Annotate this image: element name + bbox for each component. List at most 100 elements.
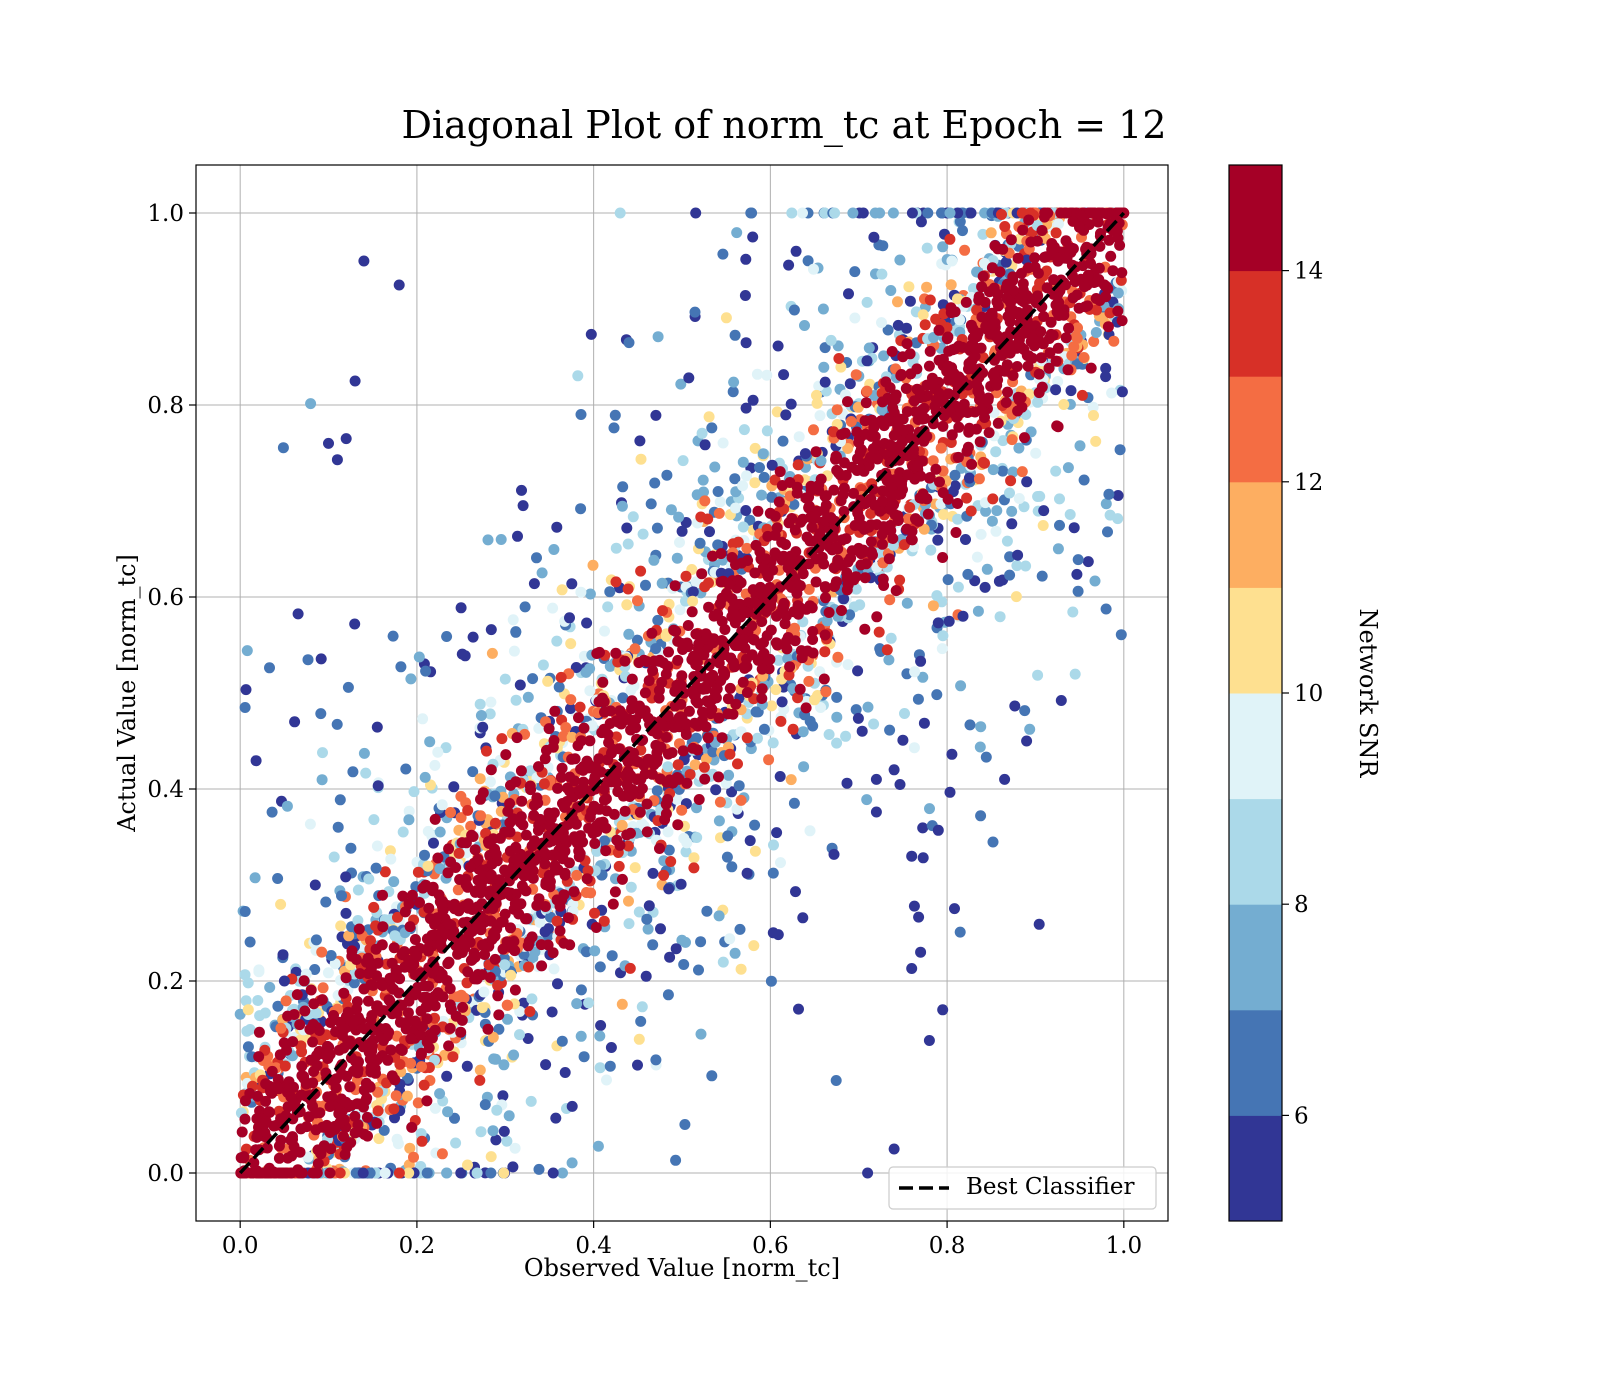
scatter-point-1007 — [465, 820, 477, 832]
scatter-point-2175 — [842, 659, 854, 671]
scatter-point-2576 — [763, 754, 775, 766]
scatter-point-2389 — [996, 209, 1007, 220]
scatter-point-1820 — [840, 730, 852, 742]
scatter-point-2228 — [629, 643, 641, 655]
scatter-point-4168 — [965, 319, 977, 331]
scatter-point-2834 — [831, 404, 843, 416]
scatter-point-3839 — [394, 1016, 406, 1028]
scatter-point-662 — [675, 378, 687, 390]
scatter-point-1979 — [793, 1003, 804, 1015]
scatter-point-3475 — [937, 420, 949, 432]
scatter-point-3960 — [472, 901, 484, 913]
scatter-point-4197 — [983, 427, 995, 439]
scatter-point-1345 — [441, 1070, 453, 1082]
scatter-point-1853 — [1071, 568, 1083, 580]
scatter-point-1977 — [683, 372, 695, 384]
scatter-point-214 — [844, 609, 856, 621]
scatter-point-989 — [1006, 518, 1018, 530]
scatter-point-2155 — [861, 355, 873, 367]
scatter-point-67 — [731, 803, 743, 815]
scatter-point-1849 — [627, 511, 639, 523]
scatter-point-4 — [786, 207, 798, 219]
scatter-point-4216 — [476, 939, 488, 951]
scatter-point-4498 — [974, 436, 986, 448]
scatter-point-4120 — [906, 432, 918, 444]
scatter-point-1884 — [403, 805, 415, 817]
scatter-point-2542 — [935, 442, 947, 454]
scatter-point-1372 — [557, 730, 569, 742]
scatter-point-4091 — [877, 396, 888, 408]
scatter-point-15 — [697, 474, 709, 486]
colorbar-tick-label-2: 10 — [1294, 681, 1323, 707]
scatter-point-4109 — [865, 536, 877, 548]
scatter-point-285 — [348, 977, 360, 989]
scatter-point-1877 — [688, 852, 700, 864]
scatter-point-3825 — [866, 546, 877, 558]
colorbar — [1229, 165, 1282, 1222]
scatter-point-1379 — [565, 703, 576, 714]
scatter-point-3107 — [901, 338, 913, 350]
scatter-point-4011 — [560, 834, 572, 846]
scatter-point-1239 — [587, 559, 599, 571]
scatter-point-1407 — [340, 907, 352, 919]
scatter-point-4461 — [867, 443, 879, 455]
scatter-point-4372 — [549, 860, 561, 872]
scatter-point-652 — [884, 594, 896, 606]
scatter-point-1133 — [876, 268, 888, 280]
scatter-point-761 — [420, 665, 432, 677]
scatter-point-1716 — [277, 949, 289, 961]
scatter-point-51 — [384, 845, 396, 857]
scatter-point-2899 — [919, 319, 931, 331]
scatter-point-913 — [503, 1110, 515, 1122]
scatter-point-3413 — [402, 1007, 414, 1019]
scatter-point-2054 — [434, 826, 446, 838]
scatter-point-2046 — [807, 720, 819, 732]
scatter-point-4480 — [916, 404, 928, 416]
scatter-point-968 — [635, 1015, 647, 1027]
scatter-point-4473 — [878, 580, 890, 591]
scatter-point-3763 — [371, 1117, 383, 1129]
scatter-point-2114 — [436, 799, 448, 811]
scatter-point-1678 — [999, 773, 1011, 785]
scatter-point-436 — [1033, 918, 1045, 930]
scatter-point-4574 — [260, 1078, 272, 1090]
scatter-point-324 — [747, 231, 759, 243]
scatter-point-4779 — [837, 489, 849, 501]
scatter-point-2088 — [531, 552, 542, 564]
scatter-point-2429 — [657, 605, 669, 617]
scatter-point-3435 — [330, 1082, 342, 1094]
scatter-point-4522 — [853, 544, 865, 556]
scatter-point-2662 — [832, 651, 844, 663]
scatter-point-1517 — [954, 926, 966, 938]
x-axis-label: Observed Value [norm_tc] — [524, 1254, 840, 1282]
scatter-point-3680 — [308, 1066, 320, 1077]
scatter-point-4592 — [735, 577, 747, 589]
scatter-point-1934 — [1072, 554, 1084, 566]
scatter-point-4814 — [888, 764, 900, 776]
scatter-point-4460 — [426, 1032, 438, 1044]
scatter-point-356 — [527, 673, 539, 685]
scatter-point-1908 — [954, 314, 966, 326]
scatter-point-3793 — [236, 1126, 248, 1138]
scatter-point-1722 — [843, 288, 854, 300]
scatter-point-4335 — [273, 1140, 285, 1152]
scatter-point-4260 — [490, 848, 502, 860]
scatter-point-2002 — [980, 751, 992, 763]
scatter-point-4459 — [715, 548, 727, 560]
scatter-point-4102 — [531, 900, 543, 911]
scatter-point-2833 — [850, 369, 862, 381]
scatter-point-593 — [510, 626, 522, 638]
scatter-point-4233 — [1102, 321, 1114, 333]
scatter-point-2122 — [815, 455, 827, 467]
scatter-point-2490 — [808, 424, 819, 436]
scatter-point-2917 — [308, 998, 320, 1010]
legend[interactable]: Best Classifier — [888, 1166, 1157, 1210]
scatter-point-536 — [448, 781, 460, 793]
scatter-point-4583 — [707, 550, 718, 562]
scatter-point-1956 — [687, 586, 699, 598]
scatter-point-2945 — [340, 972, 352, 984]
scatter-point-603 — [1009, 700, 1021, 712]
scatter-point-4478 — [987, 318, 999, 330]
scatter-point-3280 — [338, 1130, 349, 1142]
scatter-point-2134 — [428, 837, 439, 849]
